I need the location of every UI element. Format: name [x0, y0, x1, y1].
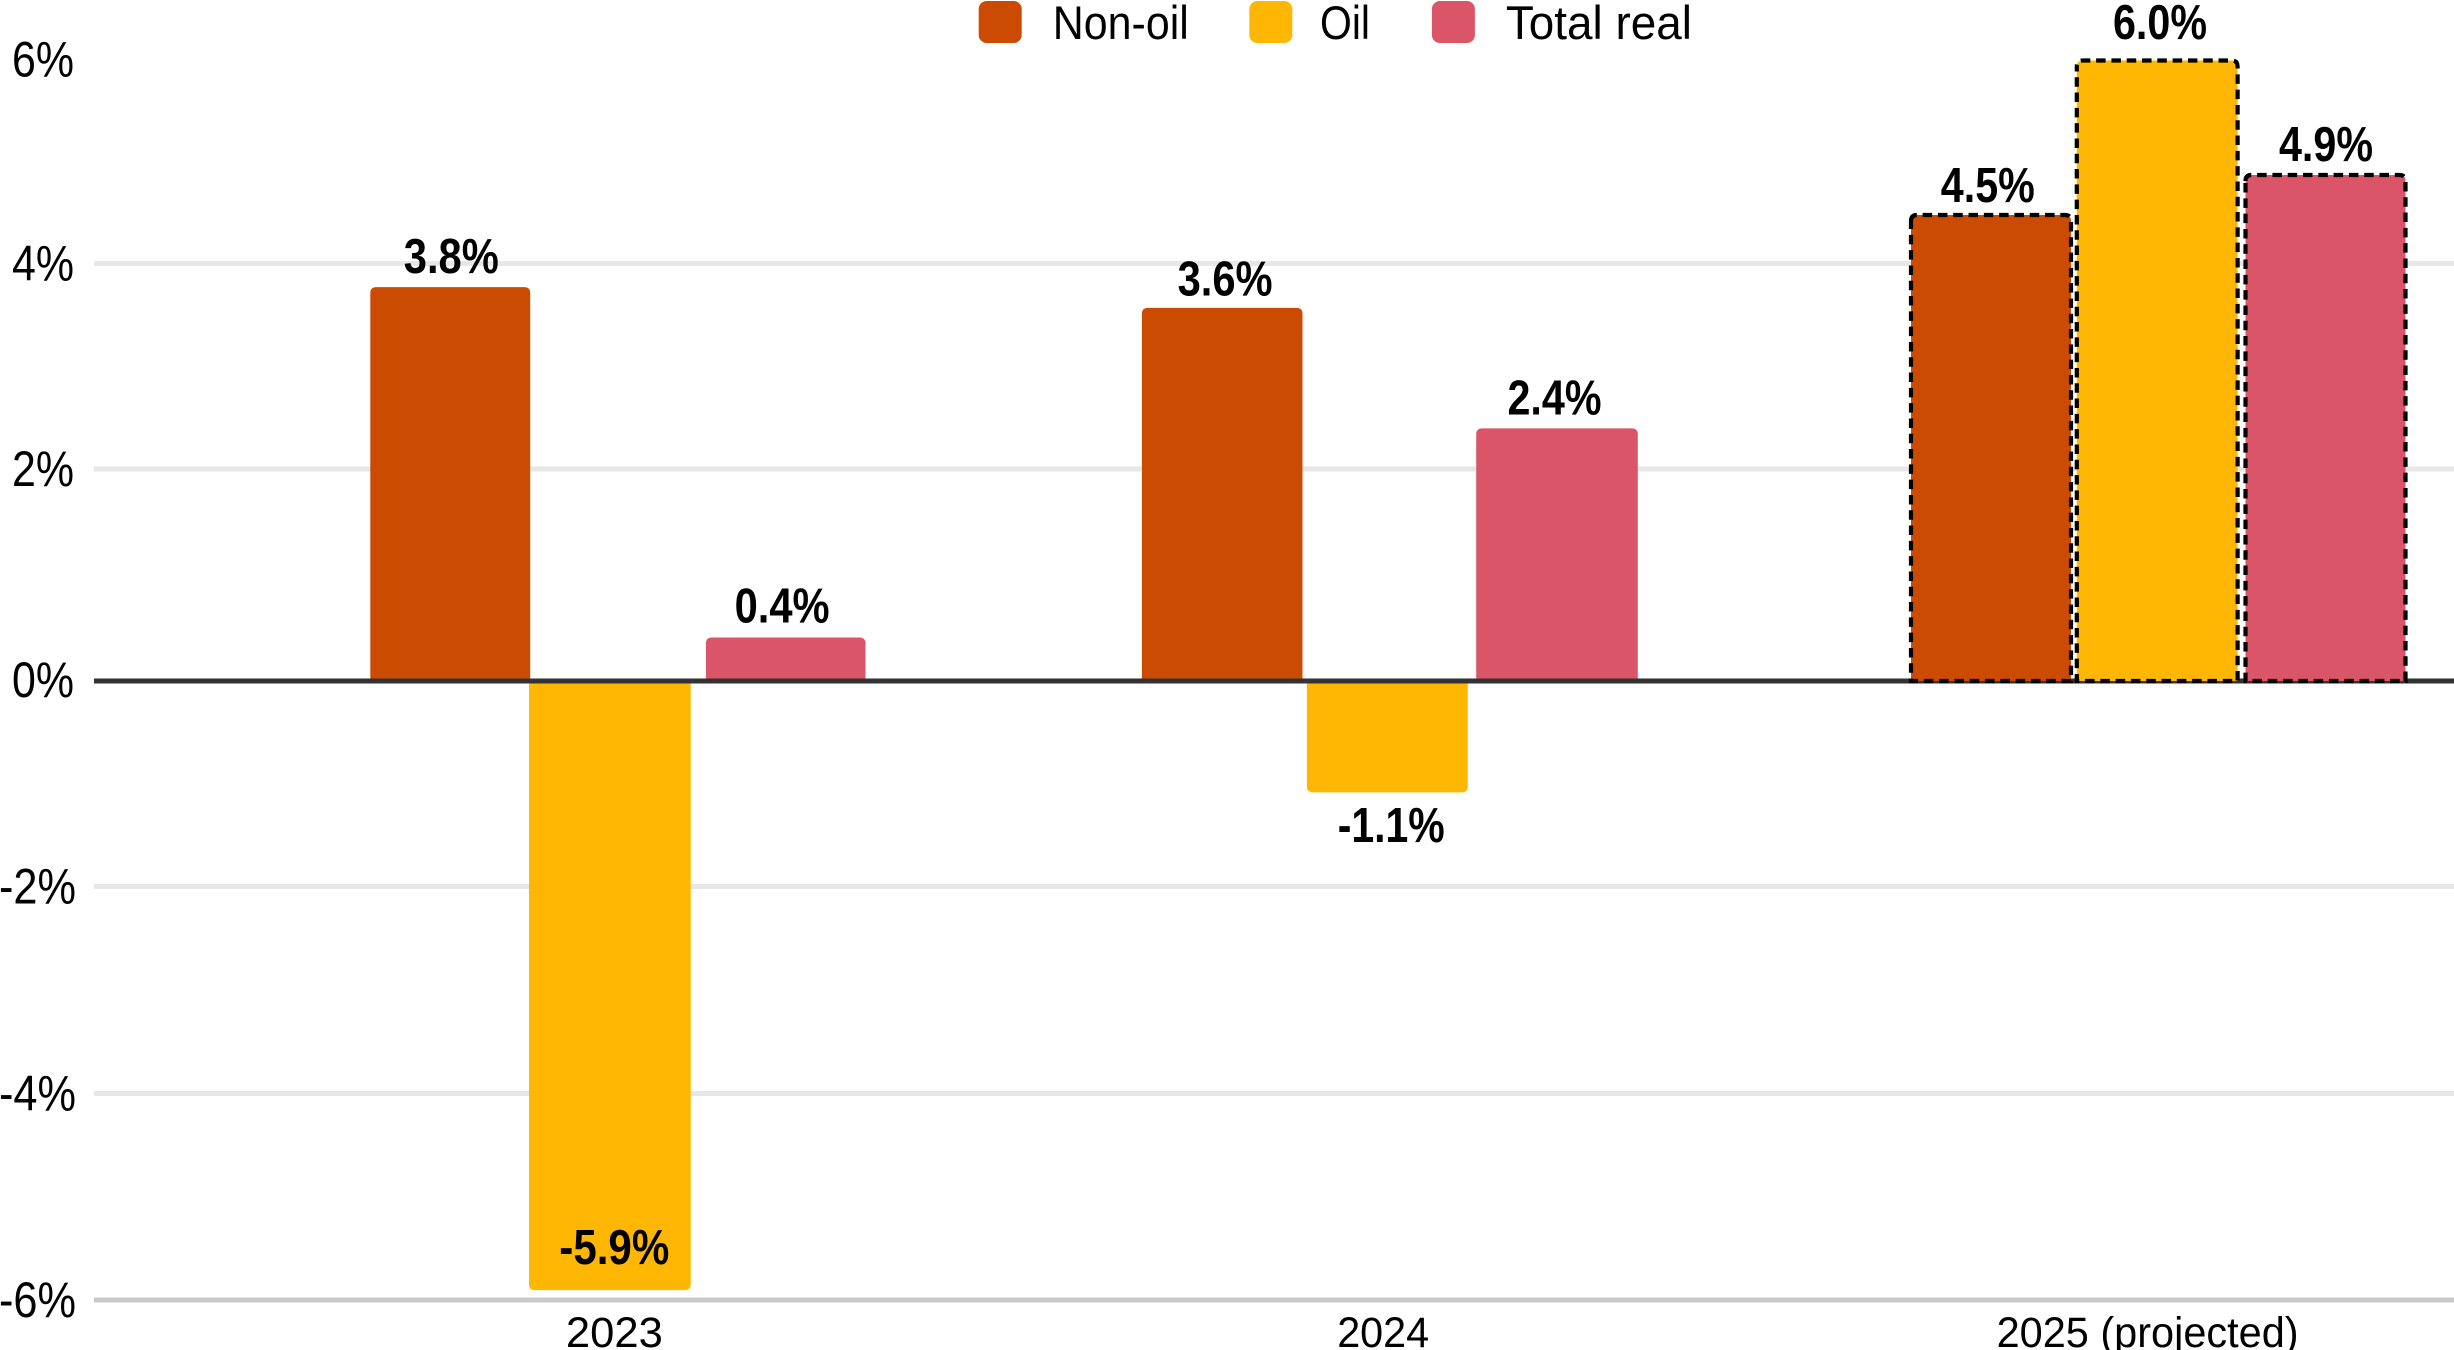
svg-text:3.6%: 3.6%	[1178, 253, 1273, 307]
svg-text:2024: 2024	[1337, 1309, 1429, 1350]
svg-text:2.4%: 2.4%	[1508, 371, 1602, 425]
svg-text:Non-oil: Non-oil	[1053, 0, 1189, 49]
svg-text:4%: 4%	[12, 236, 74, 292]
svg-text:0.4%: 0.4%	[735, 580, 830, 634]
svg-text:3.8%: 3.8%	[404, 230, 499, 284]
svg-text:Oil: Oil	[1320, 0, 1370, 49]
svg-text:0%: 0%	[12, 652, 74, 708]
svg-text:6.0%: 6.0%	[2113, 0, 2207, 50]
svg-text:2%: 2%	[12, 441, 74, 497]
svg-text:-6%: -6%	[0, 1272, 76, 1328]
svg-text:4.9%: 4.9%	[2279, 118, 2373, 172]
svg-text:6%: 6%	[12, 32, 74, 88]
svg-text:-5.9%: -5.9%	[559, 1221, 669, 1275]
svg-text:-2%: -2%	[0, 859, 76, 915]
svg-text:-1.1%: -1.1%	[1338, 799, 1445, 853]
svg-text:2025 (projected): 2025 (projected)	[1997, 1309, 2299, 1350]
svg-text:-4%: -4%	[0, 1066, 76, 1122]
svg-text:2023: 2023	[566, 1309, 663, 1350]
svg-text:Total real: Total real	[1506, 0, 1692, 49]
svg-text:4.5%: 4.5%	[1941, 159, 2035, 213]
